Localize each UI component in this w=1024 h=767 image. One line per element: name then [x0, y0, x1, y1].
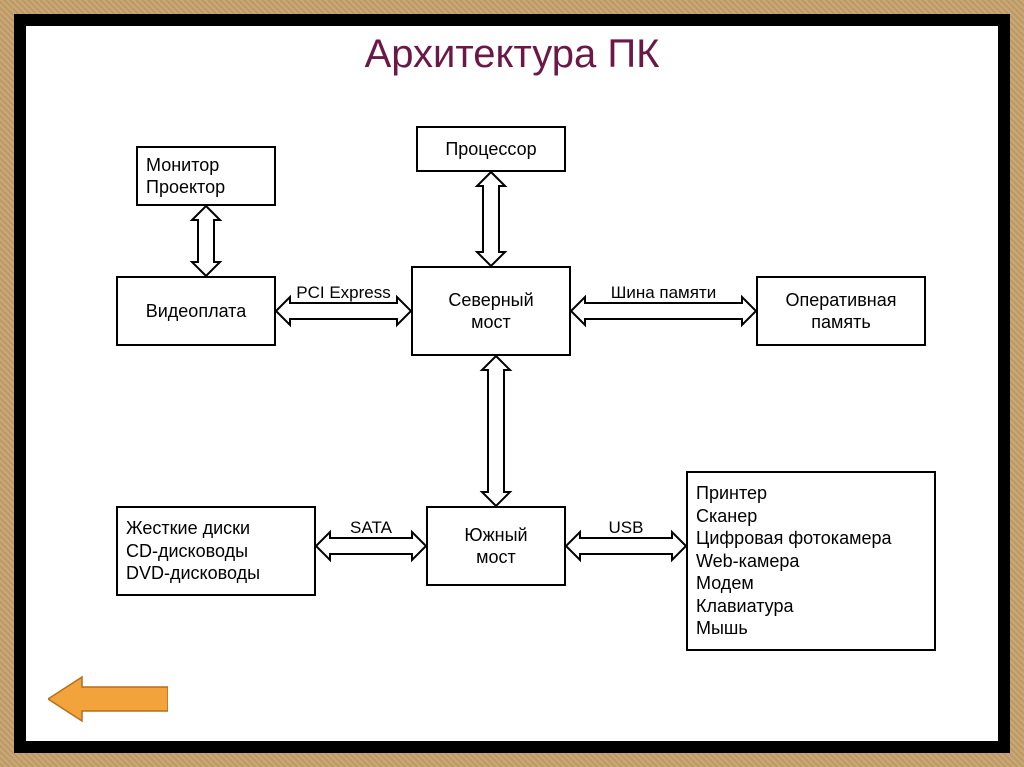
slide-title: Архитектура ПК	[26, 32, 998, 77]
slide-outer-frame: Архитектура ПК Процессор Монитор Проекто…	[0, 0, 1024, 767]
pc-architecture-diagram: Процессор Монитор Проектор Видеоплата Се…	[76, 106, 956, 666]
diagram-connectors	[76, 106, 956, 666]
edge-label: SATA	[350, 518, 392, 538]
edge-label: Шина памяти	[611, 283, 716, 303]
edge-label: USB	[609, 518, 644, 538]
slide-inner-frame: Архитектура ПК Процессор Монитор Проекто…	[14, 14, 1010, 753]
edge-label: PCI Express	[296, 283, 390, 303]
back-arrow-icon[interactable]	[48, 675, 168, 723]
